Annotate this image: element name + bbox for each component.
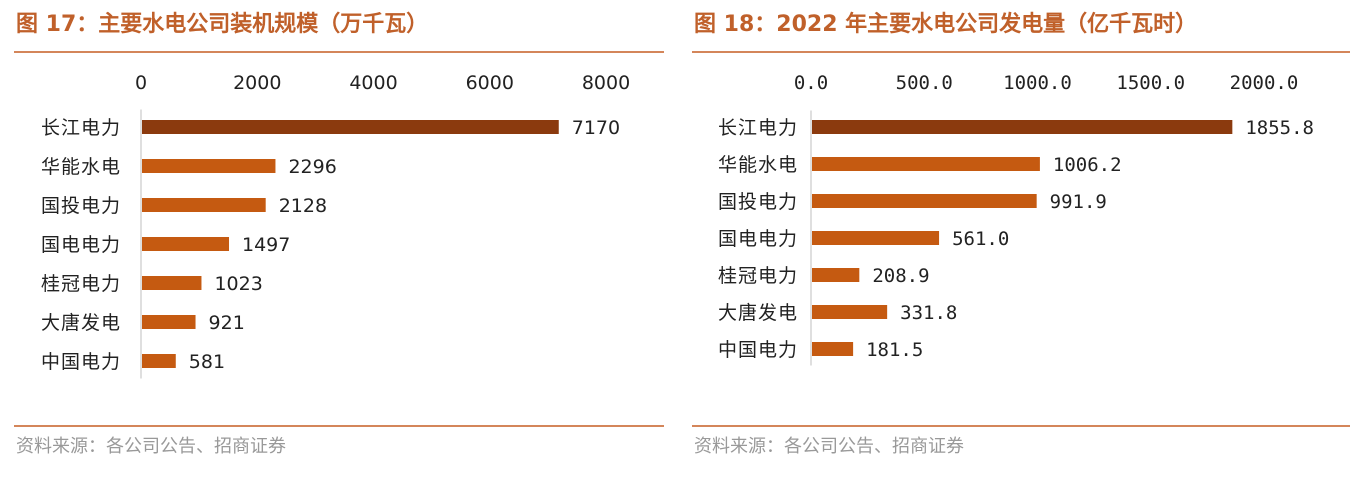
data-label: 921 <box>209 312 245 334</box>
x-tick-label: 2000 <box>233 72 281 94</box>
x-tick-label: 1000.0 <box>1003 72 1072 94</box>
bar-chart-power-generation: 0.0 500.0 1000.0 1500.0 2000.0 长江电力 1855.8 华能水电… <box>718 72 1314 366</box>
x-tick-label: 500.0 <box>896 72 953 94</box>
category-label: 大唐发电 <box>41 312 121 334</box>
data-label: 1023 <box>214 273 262 295</box>
bar <box>142 354 176 368</box>
data-label: 991.9 <box>1050 191 1107 213</box>
bar <box>812 120 1233 134</box>
bar <box>812 305 888 319</box>
bar <box>142 276 202 290</box>
x-tick-label: 0.0 <box>794 72 828 94</box>
category-label: 华能水电 <box>718 154 798 176</box>
category-label: 桂冠电力 <box>41 273 121 295</box>
x-tick-label: 0 <box>135 72 147 94</box>
chart-panel-generation-2022: 图 18：2022 年主要水电公司发电量（亿千瓦时） 0.0 500.0 1000.… <box>690 0 1360 477</box>
data-label: 331.8 <box>900 302 957 324</box>
bar <box>812 231 940 245</box>
bar <box>142 159 276 173</box>
category-label: 桂冠电力 <box>718 265 798 287</box>
category-label: 国投电力 <box>41 195 121 217</box>
source-divider <box>14 425 664 427</box>
x-tick-label: 1500.0 <box>1116 72 1185 94</box>
chart-title: 图 18：2022 年主要水电公司发电量（亿千瓦时） <box>694 12 1198 37</box>
title-divider <box>692 51 1350 53</box>
bar <box>142 315 196 329</box>
data-label: 7170 <box>572 117 620 139</box>
data-label: 1855.8 <box>1245 117 1314 139</box>
bar-chart-installed-capacity: 0 2000 4000 6000 8000 长江电力 7170 华能水电 2296 国投电力 212… <box>41 72 630 379</box>
source-note: 资料来源：各公司公告、招商证券 <box>16 436 286 457</box>
category-label: 国投电力 <box>718 191 798 213</box>
source-divider <box>692 425 1350 427</box>
category-label: 中国电力 <box>718 339 798 361</box>
bar <box>812 342 854 356</box>
x-tick-label: 8000 <box>582 72 630 94</box>
data-label: 581 <box>189 351 225 373</box>
bar <box>142 198 266 212</box>
bar <box>812 157 1040 171</box>
category-label: 长江电力 <box>718 117 798 139</box>
bar <box>812 268 860 282</box>
category-label: 国电电力 <box>718 228 798 250</box>
data-label: 561.0 <box>952 228 1009 250</box>
chart-title: 图 17：主要水电公司装机规模（万千瓦） <box>16 12 429 37</box>
category-label: 中国电力 <box>41 351 121 373</box>
data-label: 1497 <box>242 234 290 256</box>
chart-panel-installed-capacity: 图 17：主要水电公司装机规模（万千瓦） 0 2000 4000 6000 8000 长江… <box>14 12 664 457</box>
category-label: 华能水电 <box>41 156 121 178</box>
bar <box>142 237 230 251</box>
source-note: 资料来源：各公司公告、招商证券 <box>694 436 964 457</box>
category-label: 大唐发电 <box>718 302 798 324</box>
data-label: 2296 <box>288 156 336 178</box>
bar <box>812 194 1037 208</box>
category-label: 国电电力 <box>41 234 121 256</box>
x-tick-label: 6000 <box>466 72 514 94</box>
title-divider <box>14 51 664 53</box>
x-tick-label: 4000 <box>349 72 397 94</box>
bar <box>142 120 559 134</box>
data-label: 2128 <box>279 195 327 217</box>
category-label: 长江电力 <box>41 117 121 139</box>
data-label: 1006.2 <box>1053 154 1122 176</box>
data-label: 181.5 <box>866 339 923 361</box>
x-tick-label: 2000.0 <box>1230 72 1299 94</box>
data-label: 208.9 <box>872 265 929 287</box>
